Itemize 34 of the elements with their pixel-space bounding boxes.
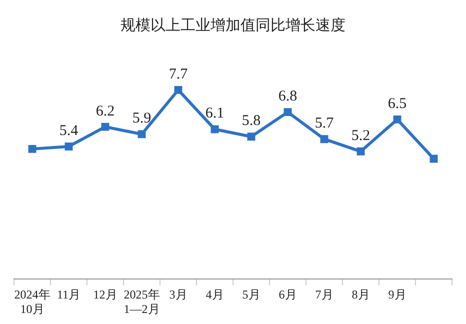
data-label: 6.1 xyxy=(205,106,224,122)
data-label: 5.4 xyxy=(59,122,79,139)
x-tick-label: 3月 xyxy=(169,288,188,302)
point xyxy=(64,142,73,150)
x-tick-label: 7月 xyxy=(315,288,334,302)
data-label: 6.5 xyxy=(388,96,407,112)
point xyxy=(320,135,328,144)
data-label: 6.2 xyxy=(96,103,115,120)
data-label: 7.7 xyxy=(168,66,188,82)
x-tick-label: 12月 xyxy=(93,288,118,302)
point xyxy=(210,125,219,134)
data-label: 6.8 xyxy=(278,88,298,105)
x-tick-label: 2024年10月 xyxy=(14,288,50,316)
x-tick-label: 8月 xyxy=(352,288,370,302)
data-label: 5.8 xyxy=(242,113,261,130)
x-tick-label: 11月 xyxy=(56,288,81,302)
point xyxy=(430,154,438,163)
point xyxy=(28,144,36,153)
x-tick-label: 5月 xyxy=(242,288,260,302)
data-label: 5.9 xyxy=(132,110,152,127)
x-tick-label: 6月 xyxy=(278,288,297,302)
x-tick-label: 2025年1—2月 xyxy=(124,288,160,316)
data-label: 5.7 xyxy=(314,116,334,132)
point xyxy=(356,147,365,156)
point xyxy=(101,122,110,131)
point xyxy=(138,130,146,138)
point xyxy=(284,108,292,116)
point xyxy=(247,132,256,141)
x-tick-label: 4月 xyxy=(206,288,224,302)
point xyxy=(174,86,182,94)
point xyxy=(393,115,402,124)
chart-title: 规模以上工业增加值同比增长速度 xyxy=(120,16,346,35)
x-tick-label: 9月 xyxy=(388,288,406,302)
data-label: 5.2 xyxy=(351,128,370,144)
